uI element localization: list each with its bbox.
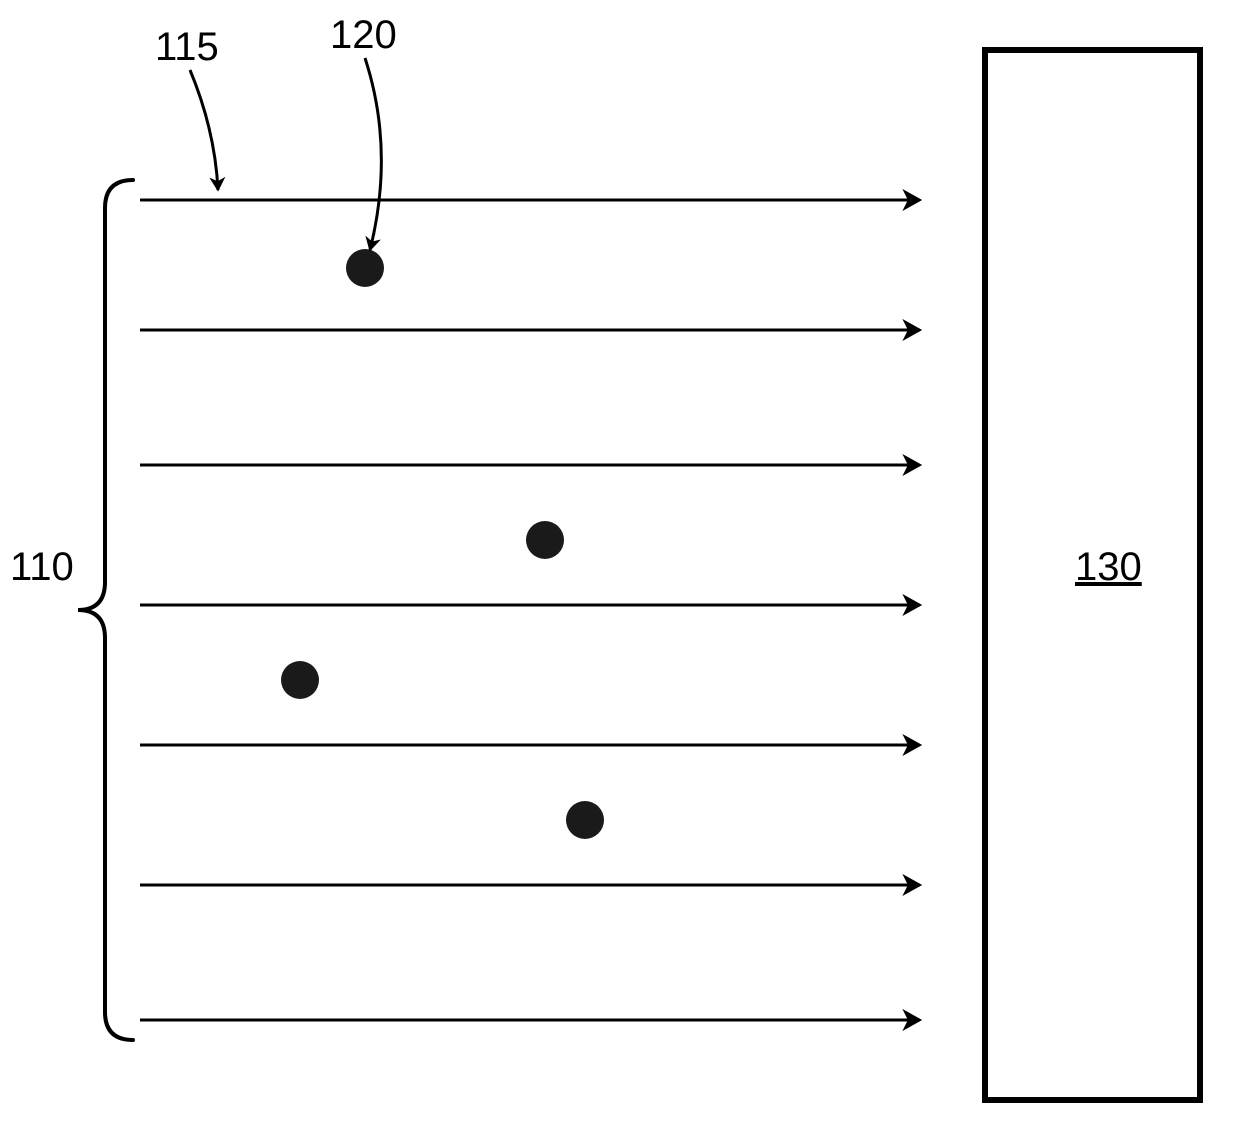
particle-dot <box>346 249 384 287</box>
label-115: 115 <box>155 25 219 69</box>
particle-dot <box>526 521 564 559</box>
leader-arrow-120 <box>365 58 381 250</box>
group-brace <box>78 180 133 1040</box>
particle-dot <box>566 801 604 839</box>
label-120: 120 <box>330 13 397 57</box>
particle-dot <box>281 661 319 699</box>
label-130: 130 <box>1075 545 1142 589</box>
leader-arrow-115 <box>190 70 218 190</box>
label-110: 110 <box>10 545 74 589</box>
